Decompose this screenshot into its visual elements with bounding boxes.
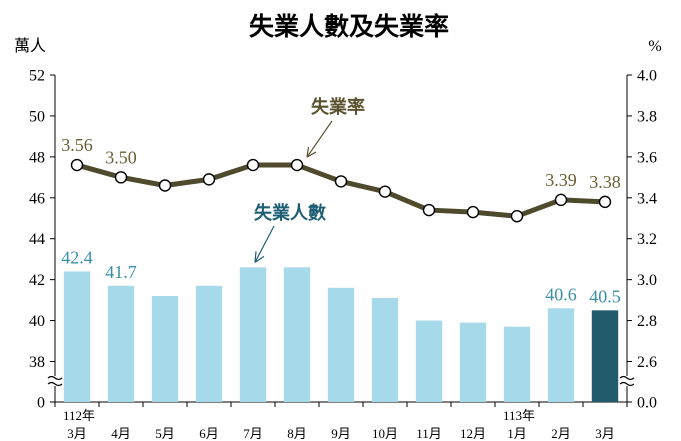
line-data-label: 3.56 — [61, 135, 93, 155]
line-point — [202, 173, 216, 186]
right-tick-label: 3.4 — [637, 190, 657, 207]
axis-break-gap — [620, 376, 634, 386]
line-point — [334, 175, 348, 188]
right-tick-label: 3.0 — [637, 272, 657, 289]
line-point — [290, 158, 304, 172]
left-tick-label: 50 — [29, 108, 45, 125]
axes: 0 38 40 42 44 46 48 50 52 0.0 2.6 2.8 3.0 3.2 3.4 3.6 3.… — [29, 68, 657, 412]
left-tick-label: 48 — [29, 149, 45, 166]
line-callout-arrow — [306, 120, 333, 158]
bar — [151, 296, 179, 402]
axis-break-wave — [47, 381, 63, 387]
bar — [591, 310, 619, 402]
line-point — [246, 158, 260, 172]
bar-data-label: 41.7 — [105, 262, 137, 282]
bar — [63, 271, 91, 402]
line-data-label: 3.38 — [589, 172, 621, 192]
line-series-callout: 失業率 — [311, 96, 365, 118]
x-year-label: 112年 — [63, 408, 95, 423]
left-axis-unit: 萬人 — [14, 37, 46, 55]
bar — [195, 285, 223, 402]
right-axis-break — [619, 375, 635, 387]
line-data-label: 3.39 — [545, 170, 577, 190]
right-tick-label: 4.0 — [637, 68, 657, 85]
bar-data-label: 40.5 — [589, 286, 621, 306]
x-category-label: 4月 — [111, 426, 131, 441]
axis-break-wave — [619, 375, 635, 381]
x-category-label: 1月 — [507, 426, 527, 441]
line-path — [76, 162, 606, 219]
line-point — [114, 171, 128, 184]
axis-break-gap — [48, 376, 62, 386]
x-category-label: 6月 — [199, 426, 219, 441]
data-labels: 42.4 41.7 40.6 40.5 3.56 3.50 3.39 3.38 — [61, 135, 621, 306]
x-category-label: 9月 — [331, 426, 351, 441]
axis-break-wave — [619, 381, 635, 387]
line-callout-arrowhead — [306, 146, 317, 158]
chart-title: 失業人數及失業率 — [249, 12, 449, 41]
x-category-label: 12月 — [460, 426, 486, 441]
bar-callout-arrowhead — [254, 251, 265, 263]
x-category-label: 3月 — [67, 426, 87, 441]
line-series — [70, 158, 612, 223]
line-point — [378, 185, 392, 198]
right-axis-unit: % — [648, 38, 661, 55]
bar-data-label: 42.4 — [61, 247, 93, 267]
bar — [327, 287, 355, 402]
bar — [459, 322, 487, 402]
axis-break-wave — [47, 375, 63, 381]
left-tick-label: 40 — [29, 313, 45, 330]
right-tick-label: 3.2 — [637, 231, 657, 248]
bar — [415, 320, 443, 402]
right-tick-label: 0.0 — [637, 395, 657, 412]
right-tick-label: 3.8 — [637, 108, 657, 125]
line-point — [510, 210, 524, 223]
bar-series — [63, 267, 619, 402]
x-category-label: 2月 — [551, 426, 571, 441]
x-category-label: 3月 — [595, 426, 615, 441]
left-tick-label: 52 — [29, 68, 45, 85]
bar-callout-arrow — [254, 225, 275, 263]
x-category-label: 5月 — [155, 426, 175, 441]
line-point — [70, 158, 84, 172]
left-tick-label: 46 — [29, 190, 45, 207]
bar — [283, 267, 311, 402]
bar-data-label: 40.6 — [545, 284, 577, 304]
x-axis-labels: 3月 4月 5月 6月 7月 8月 9月 10月 11月 12月 1月 2月 3月 112年 113年 — [63, 408, 615, 441]
left-tick-label: 42 — [29, 272, 45, 289]
x-category-label: 7月 — [243, 426, 263, 441]
bar — [239, 267, 267, 402]
line-point — [422, 203, 436, 217]
bar — [107, 285, 135, 402]
line-data-label: 3.50 — [105, 147, 137, 167]
left-tick-label: 38 — [29, 354, 45, 371]
line-point — [554, 193, 568, 207]
right-tick-label: 3.6 — [637, 149, 657, 166]
left-axis-break — [47, 375, 63, 387]
bar — [371, 298, 399, 402]
x-category-label: 11月 — [416, 426, 442, 441]
x-year-label: 113年 — [503, 408, 535, 423]
bar-series-callout: 失業人數 — [254, 202, 326, 224]
right-tick-label: 2.8 — [637, 313, 657, 330]
right-tick-label: 2.6 — [637, 354, 657, 371]
left-tick-label: 44 — [29, 231, 45, 248]
x-category-label: 8月 — [287, 426, 307, 441]
bar — [547, 308, 575, 402]
bar — [503, 326, 531, 402]
line-point — [158, 179, 172, 192]
line-point — [598, 195, 612, 209]
x-category-label: 10月 — [372, 426, 398, 441]
left-tick-label: 0 — [37, 395, 45, 412]
line-point — [466, 205, 480, 219]
